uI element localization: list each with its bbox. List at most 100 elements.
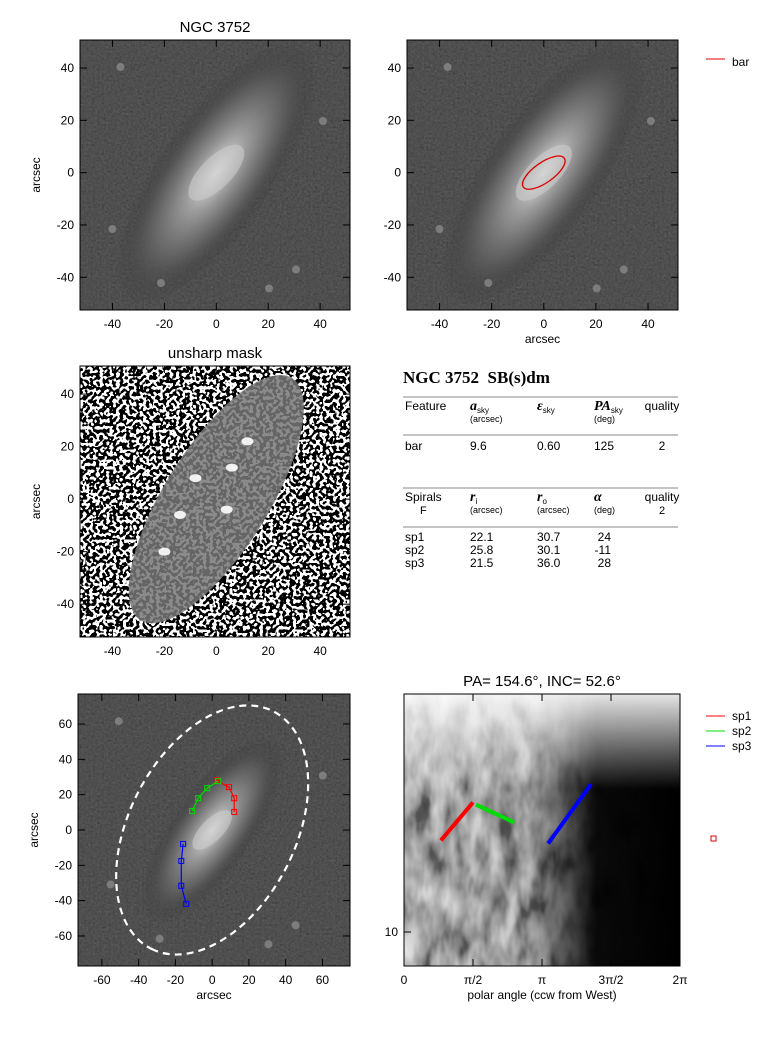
- y-tick-label: -20: [55, 858, 73, 872]
- table-header: εsky: [537, 399, 555, 415]
- y-tick-label: 60: [59, 717, 73, 731]
- galaxy-core: [192, 810, 232, 850]
- table-cell: 9.6: [470, 439, 487, 453]
- header-symbol: r: [537, 490, 543, 505]
- x-tick-label: -20: [156, 317, 174, 331]
- y-axis-label: arcsec: [29, 157, 43, 192]
- x-tick-label: 0: [209, 973, 216, 987]
- x-tick-label: -40: [104, 317, 122, 331]
- panel-title: NGC 3752: [180, 19, 251, 36]
- table-unit: (arcsec): [537, 505, 570, 515]
- knot: [220, 505, 233, 514]
- table-header: α: [594, 490, 602, 505]
- star: [318, 771, 327, 780]
- star: [319, 117, 327, 125]
- table-header: ri: [470, 490, 477, 506]
- y-tick-label: -40: [384, 270, 402, 284]
- star: [108, 225, 117, 233]
- y-tick-label: 0: [394, 166, 401, 180]
- y-tick-label: -40: [57, 597, 75, 611]
- star: [155, 934, 164, 943]
- deprojection-ellipse: [77, 676, 347, 984]
- x-tick-label: -20: [167, 973, 185, 987]
- y-tick-label: 0: [67, 492, 74, 506]
- table-unit: (deg): [594, 505, 615, 515]
- table-cell: 30.1: [537, 543, 561, 557]
- x-tick-label: -60: [93, 973, 111, 987]
- star: [292, 265, 300, 274]
- table-header: Spirals: [405, 490, 442, 504]
- legend-label: sp1: [732, 709, 752, 723]
- table-unit: (arcsec): [470, 505, 503, 515]
- table-cell: sp2: [405, 543, 425, 557]
- spiral-point: [231, 795, 238, 802]
- y-tick-label: 20: [59, 788, 73, 802]
- frame: [79, 365, 351, 638]
- panel-title: unsharp mask: [168, 345, 263, 362]
- y-tick-label: -20: [57, 545, 75, 559]
- spiral-point: [180, 840, 187, 847]
- table-cell: 2: [659, 439, 666, 453]
- table-cell: sp3: [405, 556, 425, 570]
- x-tick-label: 0: [401, 973, 408, 987]
- table-cell: 25.8: [470, 543, 494, 557]
- star: [646, 117, 655, 125]
- x-tick-label: -40: [130, 973, 148, 987]
- header-symbol: r: [470, 490, 476, 505]
- frame: [406, 39, 679, 311]
- header-symbol: PA: [594, 399, 611, 414]
- y-axis-label: arcsec: [29, 484, 43, 519]
- y-tick-label: -40: [57, 270, 75, 284]
- star: [157, 279, 165, 287]
- x-axis-label: polar angle (ccw from West): [467, 988, 616, 1002]
- x-tick-label: -40: [431, 317, 449, 331]
- x-axis-label: arcsec: [525, 332, 560, 346]
- panel-image: [404, 694, 680, 966]
- spiral-point: [183, 900, 190, 907]
- spiral-point: [195, 795, 202, 802]
- knot: [158, 547, 171, 556]
- star: [114, 717, 123, 726]
- y-tick-label: 20: [388, 113, 402, 127]
- x-tick-label: 0: [540, 317, 547, 331]
- spiral-line: [546, 782, 593, 845]
- spiral-point: [178, 882, 185, 889]
- x-tick-label: 40: [313, 317, 327, 331]
- star: [106, 880, 115, 889]
- knot: [189, 474, 202, 483]
- x-tick-label: 0: [213, 317, 220, 331]
- x-tick-label: -40: [104, 644, 122, 658]
- table-cell: 0.60: [537, 439, 561, 453]
- x-tick-label: 20: [589, 317, 603, 331]
- spiral-line: [191, 780, 219, 812]
- y-tick-label: 40: [61, 387, 75, 401]
- x-tick-label: 3π/2: [599, 973, 624, 987]
- table-header: quality: [645, 399, 680, 413]
- table-cell: sp1: [405, 530, 425, 544]
- y-tick-label: -40: [55, 894, 73, 908]
- star: [592, 284, 601, 293]
- table-unit: (deg): [594, 414, 615, 424]
- x-tick-label: -20: [156, 644, 174, 658]
- spiral-point: [178, 857, 185, 864]
- table-header: PAsky: [594, 399, 623, 415]
- star: [264, 940, 273, 949]
- header-subscript: sky: [477, 406, 489, 415]
- legend-label: sp3: [732, 739, 752, 753]
- x-tick-label: 20: [262, 644, 276, 658]
- header-subscript: i: [475, 497, 477, 506]
- bar-ellipse: [518, 150, 570, 195]
- table-title: NGC 3752 SB(s)dm: [403, 368, 550, 387]
- table-cell: 22.1: [470, 530, 494, 544]
- table-header-sub: F: [420, 505, 427, 517]
- star: [619, 265, 628, 274]
- knot: [225, 463, 238, 472]
- table-cell: 30.7: [537, 530, 561, 544]
- x-tick-label: 40: [641, 317, 655, 331]
- panel-image: [78, 694, 350, 966]
- header-symbol: a: [470, 399, 477, 414]
- star: [291, 921, 300, 930]
- spiral-line: [180, 843, 187, 904]
- header-subscript: sky: [543, 406, 555, 415]
- table-header: quality: [645, 490, 680, 504]
